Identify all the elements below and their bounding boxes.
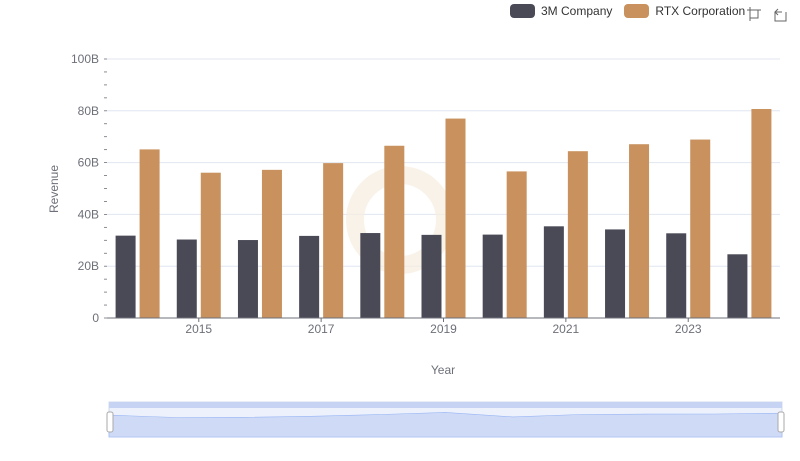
x-tick-label: 2017 bbox=[308, 322, 335, 336]
y-tick-label: 0 bbox=[92, 311, 99, 325]
bar-rtx-corporation-2023[interactable] bbox=[690, 139, 711, 318]
legend-swatch-3m-company bbox=[510, 4, 535, 18]
bars bbox=[115, 108, 772, 318]
y-tick-label: 80B bbox=[78, 104, 99, 118]
legend-item-3m-company[interactable]: 3M Company bbox=[510, 4, 612, 18]
data-zoom-move-bar[interactable] bbox=[109, 402, 782, 408]
bar-3m-company-2021[interactable] bbox=[543, 226, 564, 318]
bar-rtx-corporation-2015[interactable] bbox=[200, 172, 221, 318]
y-tick-label: 20B bbox=[78, 259, 99, 273]
x-tick-label: 2021 bbox=[553, 322, 580, 336]
bar-rtx-corporation-2019[interactable] bbox=[445, 118, 466, 318]
x-tick-label: 2019 bbox=[430, 322, 457, 336]
toolbox bbox=[746, 6, 788, 22]
bar-3m-company-2015[interactable] bbox=[176, 239, 197, 318]
bar-rtx-corporation-2024[interactable] bbox=[751, 108, 772, 318]
bar-3m-company-2020[interactable] bbox=[482, 234, 503, 318]
x-axis-ticks: 2015 2017 2019 2021 2023 bbox=[185, 318, 702, 336]
x-axis-label: Year bbox=[431, 363, 455, 377]
data-zoom-left-handle[interactable] bbox=[106, 411, 114, 433]
bar-3m-company-2023[interactable] bbox=[666, 233, 687, 318]
legend-label-rtx-corporation: RTX Corporation bbox=[655, 4, 746, 18]
x-tick-label: 2023 bbox=[675, 322, 702, 336]
legend: 3M Company RTX Corporation bbox=[510, 4, 745, 18]
x-tick-label: 2015 bbox=[185, 322, 212, 336]
y-tick-label: 60B bbox=[78, 156, 99, 170]
bar-rtx-corporation-2020[interactable] bbox=[506, 171, 527, 318]
y-axis-ticks: 0 20B 40B 60B 80B 100B bbox=[71, 52, 107, 325]
bar-3m-company-2022[interactable] bbox=[605, 229, 626, 318]
bar-3m-company-2019[interactable] bbox=[421, 234, 442, 318]
bar-rtx-corporation-2022[interactable] bbox=[629, 144, 650, 318]
data-zoom-preview bbox=[108, 412, 783, 438]
y-tick-label: 100B bbox=[71, 52, 99, 66]
restore-icon[interactable] bbox=[772, 6, 788, 22]
y-tick-label: 40B bbox=[78, 207, 99, 221]
bar-3m-company-2018[interactable] bbox=[360, 233, 381, 318]
bar-3m-company-2016[interactable] bbox=[237, 240, 258, 318]
bar-rtx-corporation-2021[interactable] bbox=[567, 151, 588, 318]
legend-item-rtx-corporation[interactable]: RTX Corporation bbox=[624, 4, 745, 18]
bar-rtx-corporation-2014[interactable] bbox=[139, 149, 160, 318]
bar-rtx-corporation-2016[interactable] bbox=[261, 169, 282, 318]
bar-3m-company-2014[interactable] bbox=[115, 235, 136, 318]
data-zoom-slider[interactable] bbox=[106, 401, 785, 438]
bar-3m-company-2024[interactable] bbox=[727, 254, 748, 318]
bar-3m-company-2017[interactable] bbox=[299, 235, 320, 318]
legend-label-3m-company: 3M Company bbox=[541, 4, 613, 18]
legend-swatch-rtx-corporation bbox=[624, 4, 650, 18]
bar-rtx-corporation-2018[interactable] bbox=[384, 145, 405, 318]
zoom-select-icon[interactable] bbox=[746, 6, 762, 22]
data-zoom-right-handle[interactable] bbox=[777, 411, 785, 433]
y-axis-label: Revenue bbox=[47, 165, 61, 213]
bar-rtx-corporation-2017[interactable] bbox=[323, 163, 344, 318]
